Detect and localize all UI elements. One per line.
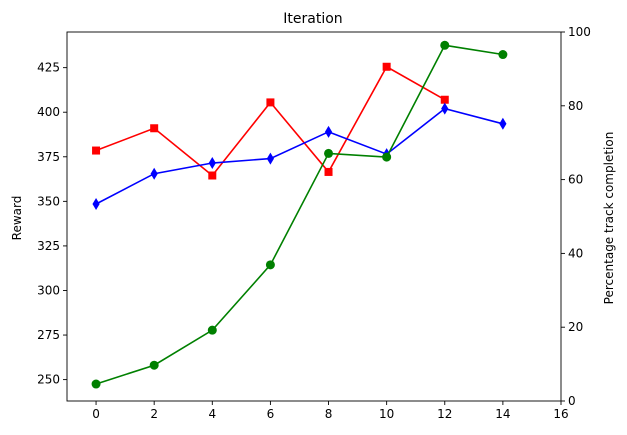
x-tick-label: 8 xyxy=(325,407,333,421)
y-left-tick-label: 275 xyxy=(37,328,60,342)
series-0-point-1 xyxy=(150,124,159,133)
series-1-point-6 xyxy=(441,102,449,115)
x-tick-label: 2 xyxy=(150,407,158,421)
y-right-tick-label: 20 xyxy=(568,320,583,334)
series-1-point-1 xyxy=(150,167,158,180)
y-left-tick-label: 400 xyxy=(37,105,60,119)
y-right-tick-label: 0 xyxy=(568,394,576,408)
y-right-tick-label: 60 xyxy=(568,173,583,187)
x-tick-label: 0 xyxy=(92,407,100,421)
y-right-tick-label: 100 xyxy=(568,25,591,39)
x-tick-label: 12 xyxy=(437,407,452,421)
series-0-point-5 xyxy=(382,62,391,71)
y-left-tick-label: 325 xyxy=(37,239,60,253)
series-1-point-4 xyxy=(324,125,333,138)
y-right-tick-label: 80 xyxy=(568,99,583,113)
series-2-point-0 xyxy=(91,379,101,389)
series-0-point-0 xyxy=(92,146,101,155)
series-0-point-3 xyxy=(266,98,275,107)
series-1-line xyxy=(95,107,504,205)
x-tick-label: 16 xyxy=(553,407,568,421)
series-2-point-2 xyxy=(207,325,217,335)
chart-title: Iteration xyxy=(283,11,342,27)
x-tick-label: 10 xyxy=(379,407,394,421)
y-left-tick-label: 250 xyxy=(37,373,60,387)
y-left-tick-label: 375 xyxy=(37,150,60,164)
y-left-tick-label: 300 xyxy=(37,283,60,297)
series-layer xyxy=(91,40,508,389)
y-axis-left-label: Reward xyxy=(10,196,24,241)
y-right-tick-label: 40 xyxy=(568,246,583,260)
plot-frame xyxy=(66,31,562,402)
series-0-point-6 xyxy=(440,95,449,104)
series-1-point-3 xyxy=(266,152,275,165)
y-left-tick-label: 425 xyxy=(37,61,60,75)
x-tick-label: 14 xyxy=(495,407,510,421)
series-2-point-3 xyxy=(265,260,275,270)
series-2-point-4 xyxy=(324,148,334,158)
series-2-point-1 xyxy=(149,360,159,370)
axes-layer: 0 2 4 6 8 10 12 14 16 250 275 300 325 350 375 400 425 0 20… xyxy=(37,25,591,421)
series-0-point-2 xyxy=(208,171,217,180)
series-1-point-0 xyxy=(92,198,100,211)
y-axis-right-label: Percentage track completion xyxy=(602,132,616,305)
series-2-point-6 xyxy=(440,40,450,50)
series-2-line xyxy=(95,44,504,385)
series-2-point-5 xyxy=(382,152,392,162)
series-1-point-2 xyxy=(208,157,216,170)
x-tick-label: 4 xyxy=(208,407,216,421)
series-1-point-7 xyxy=(499,117,507,130)
series-0-point-4 xyxy=(324,167,333,176)
y-left-tick-label: 350 xyxy=(37,194,60,208)
series-2-point-7 xyxy=(498,50,508,60)
x-tick-label: 6 xyxy=(267,407,275,421)
